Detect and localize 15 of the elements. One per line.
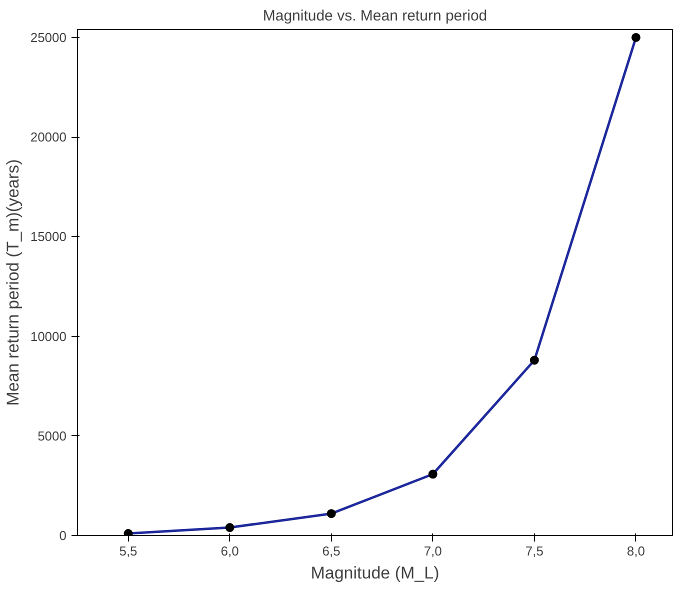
x-axis-title: Magnitude (M_L) xyxy=(310,564,440,582)
y-tick-label: 5000 xyxy=(38,428,66,444)
y-axis-title: Mean return period (T_m)(years) xyxy=(3,159,22,406)
x-tick-label: 5,5 xyxy=(119,544,138,558)
y-tick-label: 15000 xyxy=(30,229,67,244)
y-tick-label: 0 xyxy=(59,528,67,543)
chart-title: Magnitude vs. Mean return period xyxy=(262,8,488,24)
y-tick-label: 20000 xyxy=(30,130,67,145)
y-tick-label: 10000 xyxy=(30,328,67,344)
x-tick-label: 7,5 xyxy=(525,544,544,558)
x-tick-label: 6,0 xyxy=(220,544,239,558)
x-tick-label: 6,5 xyxy=(322,544,340,558)
y-tick-label: 25000 xyxy=(30,30,67,45)
x-tick-label: 7,0 xyxy=(424,544,442,558)
x-tick-label: 8,0 xyxy=(626,544,645,558)
